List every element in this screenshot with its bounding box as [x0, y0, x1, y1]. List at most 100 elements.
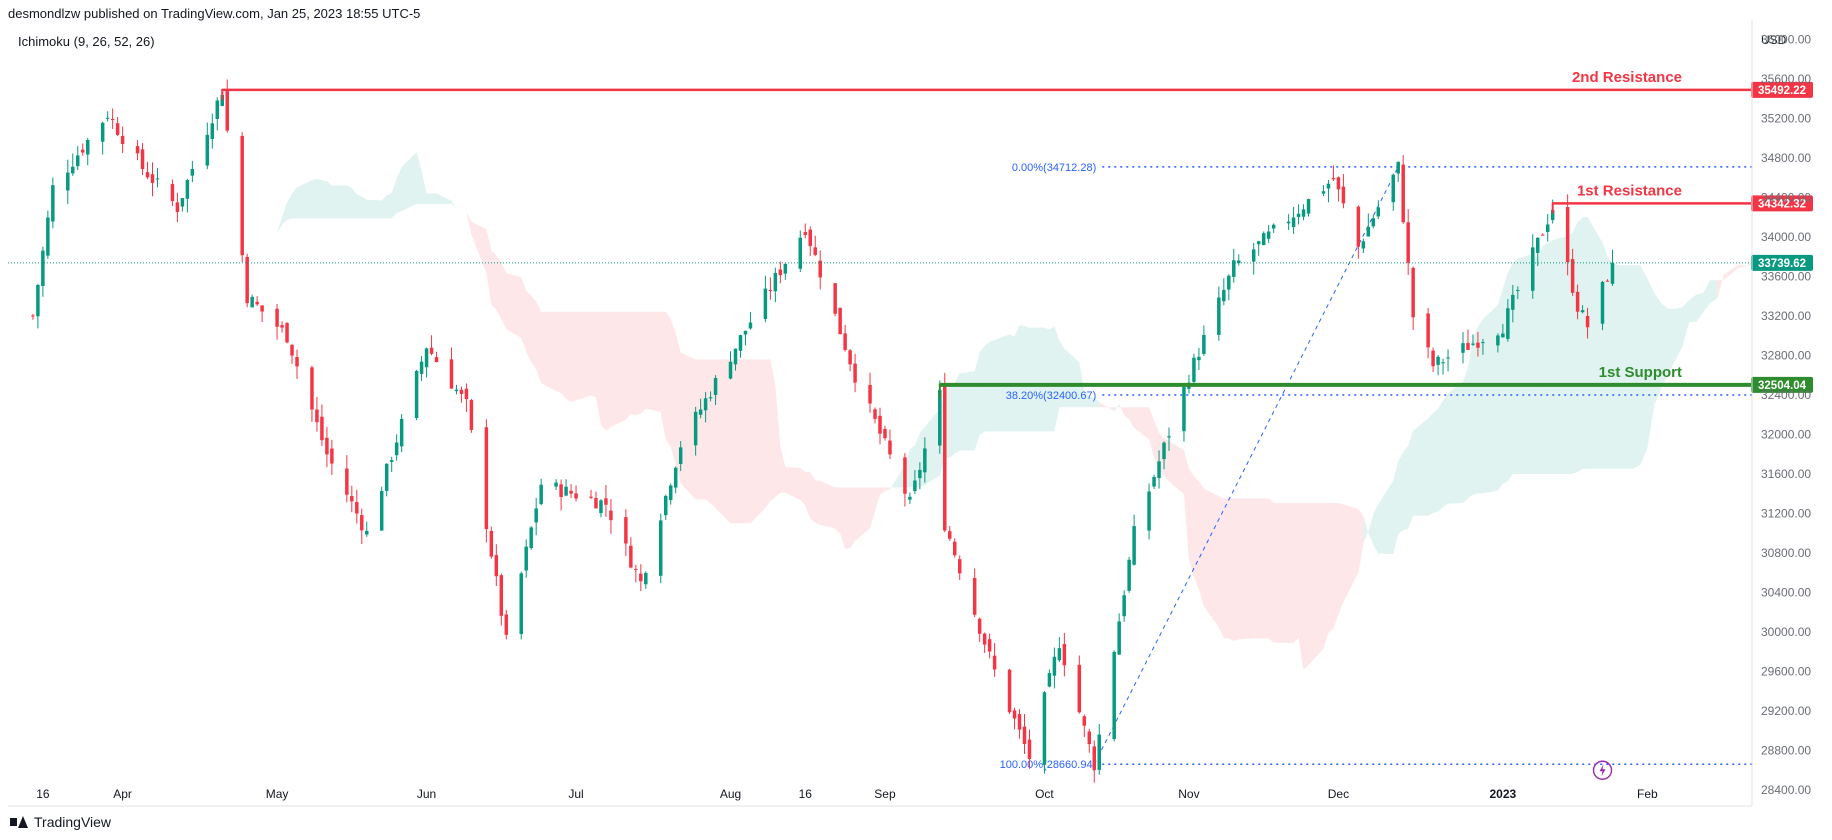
candle-body [743, 330, 748, 335]
publisher-header: desmondlzw published on TradingView.com,… [8, 6, 421, 21]
candle-body [1461, 343, 1465, 353]
ichimoku-cloud-segment [1413, 418, 1429, 516]
candle-body [190, 169, 195, 176]
ichimoku-cloud-segment [1298, 502, 1304, 671]
ichimoku-cloud-segment [1193, 476, 1199, 590]
y-tick-label: 34800.00 [1761, 151, 1811, 165]
y-tick-label: 35600.00 [1761, 72, 1811, 86]
ichimoku-cloud-segment [331, 185, 347, 219]
y-tick-label: 30800.00 [1761, 546, 1811, 560]
candle-body [1092, 746, 1097, 771]
level-label: 1st Support [1599, 364, 1682, 381]
candle-body [1540, 234, 1545, 236]
ichimoku-cloud-segment [1633, 265, 1641, 469]
candle-body [1202, 334, 1206, 354]
ichimoku-cloud-segment [914, 432, 920, 488]
candle-body [848, 350, 852, 365]
candle-body [330, 448, 334, 464]
candle-body [1446, 357, 1450, 359]
ichimoku-cloud-segment [855, 487, 871, 541]
ichimoku-cloud-segment [1323, 502, 1329, 649]
level-price-badge-label: 34342.32 [1758, 198, 1806, 210]
ichimoku-cloud-segment [1682, 300, 1690, 348]
candle-body [275, 308, 279, 327]
ichimoku-cloud-segment [909, 445, 915, 488]
ichimoku-cloud-segment [625, 311, 631, 420]
candle-body [609, 510, 613, 521]
candle-body [952, 541, 957, 556]
last-price-badge [1751, 254, 1813, 271]
currency-label: USD [1761, 33, 1787, 47]
ichimoku-cloud-segment [1268, 498, 1274, 643]
candle-body [728, 361, 733, 379]
ichimoku-indicator-label[interactable]: Ichimoku (9, 26, 52, 26) [18, 34, 155, 49]
candle-body [215, 100, 220, 119]
ichimoku-cloud-segment [770, 359, 776, 501]
candle-body [519, 573, 523, 635]
candle-body [105, 117, 110, 119]
ichimoku-cloud-segment [541, 311, 557, 392]
ichimoku-cloud-segment [1443, 393, 1449, 507]
ichimoku-cloud-segment [949, 382, 955, 458]
ichimoku-cloud-segment [805, 471, 811, 519]
candle-body [868, 384, 872, 404]
candle-body [185, 180, 190, 199]
candle-body [1042, 692, 1047, 765]
ichimoku-cloud-segment [526, 290, 532, 363]
candle-body [1426, 313, 1430, 348]
ichimoku-cloud-segment [521, 277, 527, 352]
candle-body [1406, 222, 1410, 263]
candle-body [1112, 651, 1116, 739]
candle-body [240, 135, 244, 256]
candle-body [1301, 209, 1306, 217]
ichimoku-cloud-segment [486, 229, 492, 305]
candle-body [843, 333, 847, 350]
ichimoku-cloud-segment [740, 359, 746, 524]
candle-body [315, 409, 319, 423]
candle-body [424, 348, 429, 368]
ichimoku-cloud-segment [1482, 304, 1498, 494]
ichimoku-cloud-segment [705, 359, 711, 504]
ichimoku-cloud-segment [1303, 502, 1309, 671]
candle-body [1271, 224, 1276, 229]
ichimoku-cloud-segment [870, 487, 876, 529]
level-label: 2nd Resistance [1572, 69, 1682, 86]
ichimoku-cloud-segment [217, 287, 223, 307]
candle-body [524, 546, 528, 571]
ichimoku-cloud-segment [1054, 326, 1060, 432]
ichimoku-cloud-segment [1049, 326, 1055, 432]
y-tick-label: 33200.00 [1761, 309, 1811, 323]
ichimoku-cloud-segment [630, 311, 636, 416]
ichimoku-cloud-segment [431, 193, 437, 204]
ichimoku-cloud-segment [1393, 461, 1399, 554]
candle-body [175, 202, 180, 212]
x-tick-label: Jul [568, 787, 583, 801]
candle-body [992, 655, 997, 670]
ichimoku-cloud-segment [1094, 397, 1100, 408]
candle-body [310, 367, 314, 410]
candle-body [554, 482, 558, 487]
candle-body [903, 457, 907, 494]
candle-body [604, 498, 608, 505]
candle-body [1291, 217, 1296, 228]
ichimoku-cloud-segment [316, 178, 322, 219]
candle-body [499, 575, 504, 616]
candle-body [360, 515, 364, 531]
candle-body [923, 448, 927, 473]
ichimoku-cloud-segment [1129, 407, 1135, 428]
ichimoku-cloud-segment [1433, 408, 1439, 513]
candle-body [350, 496, 354, 502]
ichimoku-cloud-segment [1044, 327, 1050, 432]
ichimoku-cloud-segment [277, 217, 283, 234]
candle-body [1157, 461, 1161, 479]
candle-body [71, 166, 75, 174]
ichimoku-cloud-segment [1403, 445, 1409, 531]
x-tick-label: May [266, 787, 289, 801]
ichimoku-cloud-segment [1640, 265, 1648, 465]
ichimoku-cloud-segment [1273, 502, 1289, 643]
ichimoku-cloud-segment [590, 311, 596, 398]
candle-body [1336, 177, 1341, 190]
ichimoku-cloud-segment [1014, 325, 1020, 432]
y-tick-label: 29200.00 [1761, 704, 1811, 718]
